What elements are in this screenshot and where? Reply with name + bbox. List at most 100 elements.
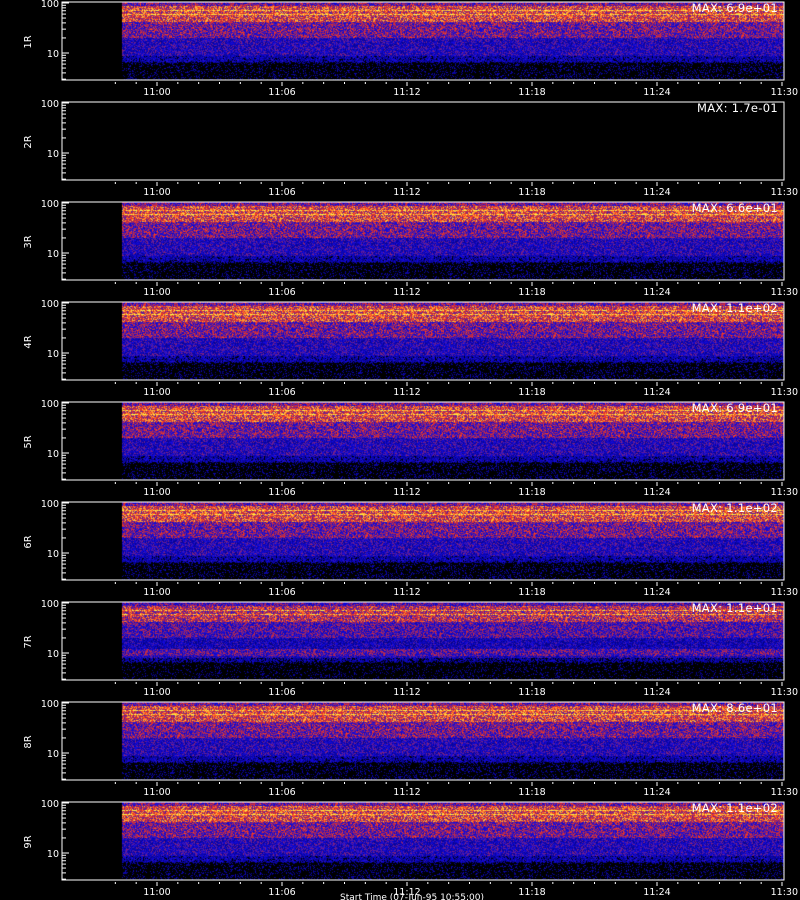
x-tick-label: 11:00	[143, 187, 170, 198]
y-tick-label: 100	[41, 600, 59, 610]
x-tick-label: 11:30	[771, 587, 798, 598]
panel-label: 2R	[23, 135, 34, 148]
x-tick-label: 11:30	[771, 387, 798, 398]
x-tick-label: 11:18	[518, 387, 545, 398]
x-tick-label: 11:18	[518, 87, 545, 98]
panel-label: 6R	[23, 535, 34, 548]
heatmap-canvas	[62, 602, 784, 680]
plot-frame	[61, 501, 785, 581]
y-tick-label: 10	[47, 649, 59, 660]
x-tick-label: 11:12	[393, 487, 420, 498]
y-tick-label: 10	[47, 449, 59, 460]
plot-frame	[61, 201, 785, 281]
x-tick-label: 11:00	[143, 687, 170, 698]
spectrogram-panel-4r: 10 100 4R 11:00 11:06 11:12 11:18 11:24 11:30 MAX…	[0, 300, 800, 400]
panel-label: 4R	[23, 335, 34, 348]
y-tick-label: 10	[47, 349, 59, 360]
panel-axes: 10 100 7R 11:00 11:06 11:12 11:18 11:24 11:30	[23, 600, 798, 698]
x-tick-label: 11:12	[393, 787, 420, 798]
x-tick-label: 11:18	[518, 787, 545, 798]
x-tick-label: 11:12	[393, 87, 420, 98]
max-value-label: MAX: 8.6e+01	[691, 701, 778, 715]
plot-frame	[61, 301, 785, 381]
x-tick-label: 11:24	[643, 187, 670, 198]
x-tick-label: 11:06	[268, 87, 295, 98]
x-tick-label: 11:18	[518, 487, 545, 498]
y-tick-label: 10	[47, 749, 59, 760]
x-tick-label: 11:18	[518, 187, 545, 198]
heatmap-canvas	[62, 702, 784, 780]
x-tick-label: 11:00	[143, 387, 170, 398]
panel-axes: 10 100 8R 11:00 11:06 11:12 11:18 11:24 11:30	[23, 700, 798, 798]
x-tick-label: 11:18	[518, 887, 545, 898]
heatmap-image	[62, 502, 784, 580]
x-tick-label: 11:30	[771, 87, 798, 98]
x-tick-label: 11:30	[771, 687, 798, 698]
plot-frame	[61, 801, 785, 881]
x-tick-label: 11:30	[771, 187, 798, 198]
x-tick-label: 11:24	[643, 687, 670, 698]
max-value-label: MAX: 6.9e+01	[691, 401, 778, 415]
spectrogram-panel-2r: 10 100 2R 11:00 11:06 11:12 11:18 11:24 11:30 MAX…	[0, 100, 800, 200]
panel-label: 9R	[23, 835, 34, 848]
y-tick-label: 10	[47, 849, 59, 860]
x-tick-label: 11:00	[143, 587, 170, 598]
panel-axes: 10 100 5R 11:00 11:06 11:12 11:18 11:24 11:30	[23, 400, 798, 498]
y-tick-label: 10	[47, 149, 59, 160]
spectrogram-panel-9r: 10 100 9R 11:00 11:06 11:12 11:18 11:24 11:30 MAX…	[0, 800, 800, 900]
heatmap-image	[62, 402, 784, 480]
y-tick-label: 10	[47, 49, 59, 60]
heatmap-image	[62, 802, 784, 880]
heatmap-image	[62, 2, 784, 80]
x-tick-label: 11:06	[268, 687, 295, 698]
panel-axes: 10 100 4R 11:00 11:06 11:12 11:18 11:24 11:30	[23, 300, 798, 398]
x-tick-label: 11:18	[518, 287, 545, 298]
x-tick-label: 11:30	[771, 487, 798, 498]
heatmap-image	[62, 102, 784, 180]
heatmap-image	[62, 202, 784, 280]
max-value-label: MAX: 1.1e+02	[691, 801, 778, 815]
x-tick-label: 11:00	[143, 487, 170, 498]
x-tick-label: 11:30	[771, 287, 798, 298]
panel-axes: 10 100 1R 11:00 11:06 11:12 11:18 11:24 11:30	[23, 0, 798, 98]
panel-axes: 10 100 9R 11:00 11:06 11:12 11:18 11:24 11:30	[23, 800, 798, 898]
x-tick-label: 11:24	[643, 787, 670, 798]
plot-frame	[61, 101, 785, 181]
x-tick-label: 11:12	[393, 587, 420, 598]
x-tick-label: 11:24	[643, 87, 670, 98]
plot-frame	[61, 401, 785, 481]
panel-axes: 10 100 2R 11:00 11:06 11:12 11:18 11:24 11:30	[23, 100, 798, 198]
max-value-label: MAX: 1.7e-01	[697, 101, 778, 115]
max-value-label: MAX: 6.6e+01	[691, 201, 778, 215]
heatmap-canvas	[62, 202, 784, 280]
x-tick-label: 11:24	[643, 487, 670, 498]
x-tick-label: 11:00	[143, 787, 170, 798]
x-tick-label: 11:06	[268, 187, 295, 198]
spectrogram-panel-7r: 10 100 7R 11:00 11:06 11:12 11:18 11:24 11:30 MAX…	[0, 600, 800, 700]
panel-axes: 10 100 6R 11:00 11:06 11:12 11:18 11:24 11:30	[23, 500, 798, 598]
y-tick-label: 100	[41, 0, 59, 10]
y-tick-label: 10	[47, 549, 59, 560]
x-tick-label: 11:18	[518, 687, 545, 698]
x-tick-label: 11:12	[393, 687, 420, 698]
x-tick-label: 11:06	[268, 287, 295, 298]
y-tick-label: 100	[41, 400, 59, 410]
plot-frame	[61, 701, 785, 781]
x-tick-label: 11:06	[268, 887, 295, 898]
heatmap-image	[62, 602, 784, 680]
x-tick-label: 11:30	[771, 787, 798, 798]
x-tick-label: 11:12	[393, 387, 420, 398]
plot-frame	[61, 601, 785, 681]
spectrogram-panel-8r: 10 100 8R 11:00 11:06 11:12 11:18 11:24 11:30 MAX…	[0, 700, 800, 800]
start-time-label: Start Time (07-Jun-95 10:55:00)	[340, 893, 484, 900]
max-value-label: MAX: 6.9e+01	[691, 1, 778, 15]
heatmap-canvas	[62, 802, 784, 880]
panel-label: 3R	[23, 235, 34, 248]
x-tick-label: 11:12	[393, 287, 420, 298]
heatmap-canvas	[62, 402, 784, 480]
panel-label: 5R	[23, 435, 34, 448]
heatmap-canvas	[62, 302, 784, 380]
heatmap-canvas	[62, 2, 784, 80]
x-tick-label: 11:06	[268, 787, 295, 798]
